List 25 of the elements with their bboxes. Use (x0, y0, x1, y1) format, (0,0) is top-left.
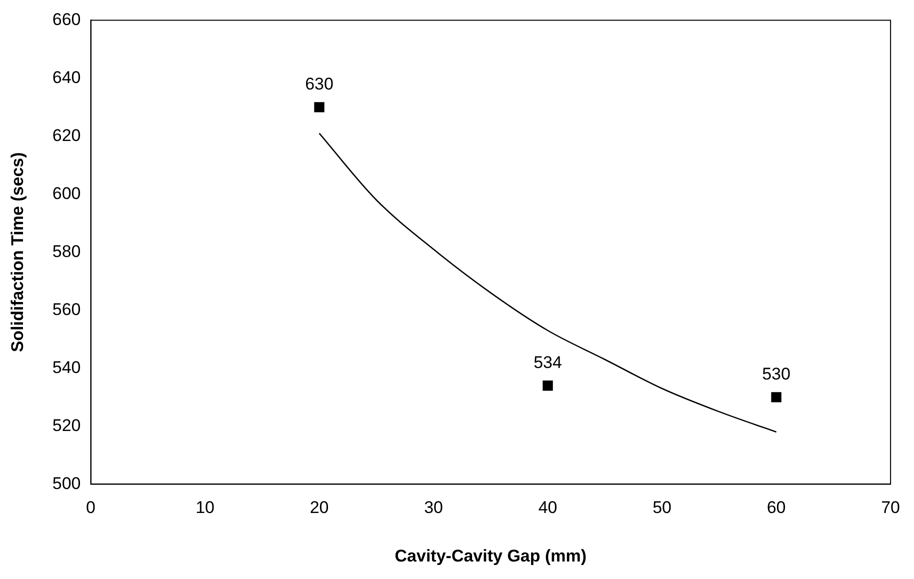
point (771, 392, 782, 402)
x-tick-label: 10 (196, 498, 214, 518)
y-tick-label: 540 (52, 358, 81, 377)
point (314, 102, 324, 112)
x-tick-label: 70 (881, 498, 900, 518)
y-tick-label: 580 (52, 242, 81, 261)
data-label: 530 (762, 364, 790, 384)
y-tick-label: 620 (52, 126, 81, 145)
x-axis-title: Cavity-Cavity Gap (mm) (394, 546, 587, 566)
y-tick-label: 500 (52, 474, 81, 493)
point (542, 380, 553, 391)
y-tick-label: 600 (52, 184, 81, 203)
data-label: 534 (534, 352, 562, 372)
x-tick-label: 50 (652, 498, 672, 518)
y-tick-label: 520 (52, 416, 81, 435)
y-tick-label: 640 (52, 68, 81, 87)
y-axis-title: Solidifaction Time (secs) (8, 152, 27, 352)
y-tick-label: 660 (52, 10, 81, 29)
x-tick-label: 20 (310, 498, 329, 518)
x-tick-label: 40 (538, 498, 558, 518)
y-tick-label: 560 (52, 300, 81, 319)
data-label: 630 (305, 74, 334, 94)
x-tick-label: 60 (766, 498, 786, 518)
x-tick-label: 30 (424, 498, 443, 518)
x-tick-label: 0 (86, 498, 96, 518)
